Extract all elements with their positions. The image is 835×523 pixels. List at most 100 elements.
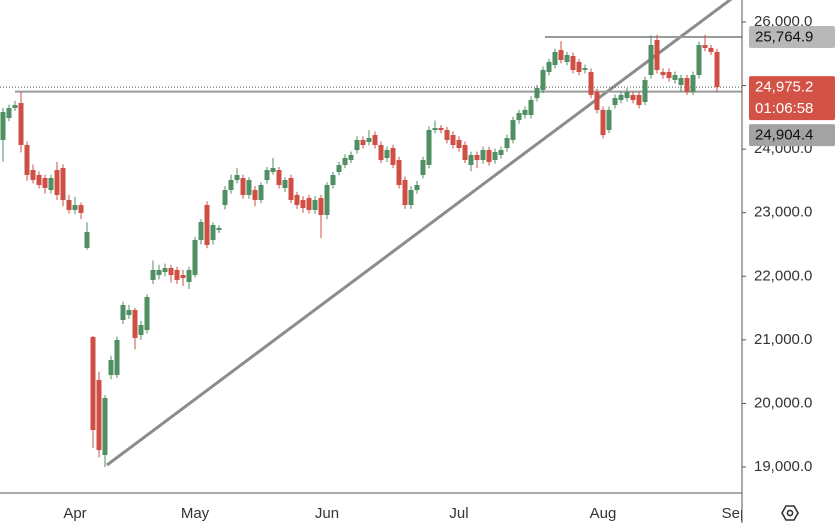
candle-body xyxy=(342,157,348,165)
candle-body xyxy=(540,69,546,91)
candle-body xyxy=(90,336,96,431)
candle-body xyxy=(654,39,660,70)
plot-area xyxy=(0,0,742,467)
candle-body xyxy=(498,150,504,155)
candle-body xyxy=(426,130,432,165)
candle-body xyxy=(258,184,264,200)
settings-icon[interactable] xyxy=(781,505,799,521)
candle-body xyxy=(78,205,84,213)
candle-body xyxy=(552,52,558,65)
candle-body xyxy=(702,45,708,48)
candle-body xyxy=(630,94,636,100)
candle-body xyxy=(72,205,78,210)
candle-body xyxy=(120,305,126,321)
candle-body xyxy=(384,150,390,158)
candle-body xyxy=(594,91,600,110)
candle-body xyxy=(600,109,606,136)
candle-body xyxy=(678,78,684,85)
candle-body xyxy=(576,61,582,73)
candle-body xyxy=(96,379,102,451)
candle-body xyxy=(330,175,336,185)
candle-body xyxy=(462,145,468,161)
x-tick-label: Jun xyxy=(315,505,339,522)
candle-body xyxy=(288,178,294,200)
candle-body xyxy=(306,198,312,210)
candle-body xyxy=(210,224,216,240)
candle-body xyxy=(378,145,384,161)
candle-body xyxy=(420,160,426,176)
candle-body xyxy=(54,169,60,195)
candle-body xyxy=(528,99,534,116)
price-label-box xyxy=(749,25,835,48)
candle-body xyxy=(138,324,144,336)
candle-body xyxy=(408,190,414,206)
price-label: 25,764.9 xyxy=(749,25,835,48)
y-tick-label: 21,000.0 xyxy=(754,331,812,348)
candle-body xyxy=(198,221,204,240)
candle-body xyxy=(612,98,618,106)
candle-body xyxy=(150,269,156,280)
candle-body xyxy=(558,50,564,61)
candle-body xyxy=(390,147,396,165)
price-labels: 25,764.9 24,975.2 01:06:58 24,904.4 xyxy=(749,25,835,147)
price-label-box xyxy=(749,76,835,121)
candle-body xyxy=(180,275,186,278)
price-label-text: 24,975.2 xyxy=(755,79,813,96)
candle-body xyxy=(372,135,378,146)
candle-body xyxy=(186,269,192,283)
candle-body xyxy=(204,205,210,246)
y-tick-label: 23,000.0 xyxy=(754,204,812,221)
x-axis: Apr May Jun Jul Aug Sep xyxy=(63,505,748,522)
candle-body xyxy=(216,227,222,231)
candle-body xyxy=(0,112,6,140)
candle-body xyxy=(144,297,150,331)
candle-body xyxy=(534,87,540,99)
candle-body xyxy=(48,178,54,191)
candle-body xyxy=(672,75,678,80)
candle-body xyxy=(294,194,300,206)
candle-body xyxy=(234,175,240,180)
candle-body xyxy=(348,154,354,161)
candle-body xyxy=(240,178,246,195)
candle-body xyxy=(246,179,252,195)
candle-body xyxy=(708,47,714,53)
candle-body xyxy=(30,169,36,180)
candle-body xyxy=(582,68,588,70)
candle-body xyxy=(18,102,24,146)
trend-line xyxy=(106,0,733,467)
x-tick-label: Apr xyxy=(63,505,86,522)
candle-body xyxy=(84,231,90,248)
price-label: 24,904.4 xyxy=(749,124,835,147)
candle-body xyxy=(162,268,168,273)
candle-body xyxy=(24,145,30,176)
candle-body xyxy=(450,135,456,146)
y-tick-label: 19,000.0 xyxy=(754,458,812,475)
candle-body xyxy=(510,120,516,140)
candle-body xyxy=(114,339,120,376)
candle-body xyxy=(132,309,138,339)
candle-body xyxy=(264,169,270,180)
candle-body xyxy=(324,184,330,216)
x-tick-label: Jul xyxy=(449,505,468,522)
candle-body xyxy=(396,160,402,185)
candle-body xyxy=(666,72,672,79)
candle-body xyxy=(318,198,324,216)
candle-body xyxy=(66,199,72,210)
candle-body xyxy=(642,79,648,102)
candle-body xyxy=(36,175,42,185)
candle-body xyxy=(492,152,498,161)
candle-body xyxy=(456,139,462,148)
candle-body xyxy=(588,72,594,95)
candle-body xyxy=(156,269,162,276)
candle-body xyxy=(354,139,360,151)
candle-body xyxy=(366,138,372,143)
candle-body xyxy=(300,199,306,209)
candle-body xyxy=(126,309,132,315)
y-tick-label: 20,000.0 xyxy=(754,394,812,411)
candle-body xyxy=(360,139,366,146)
candle-body xyxy=(432,127,438,131)
candle-body xyxy=(252,190,258,200)
candle-body xyxy=(12,105,18,109)
candle-body xyxy=(516,112,522,121)
candle-body xyxy=(636,94,642,106)
